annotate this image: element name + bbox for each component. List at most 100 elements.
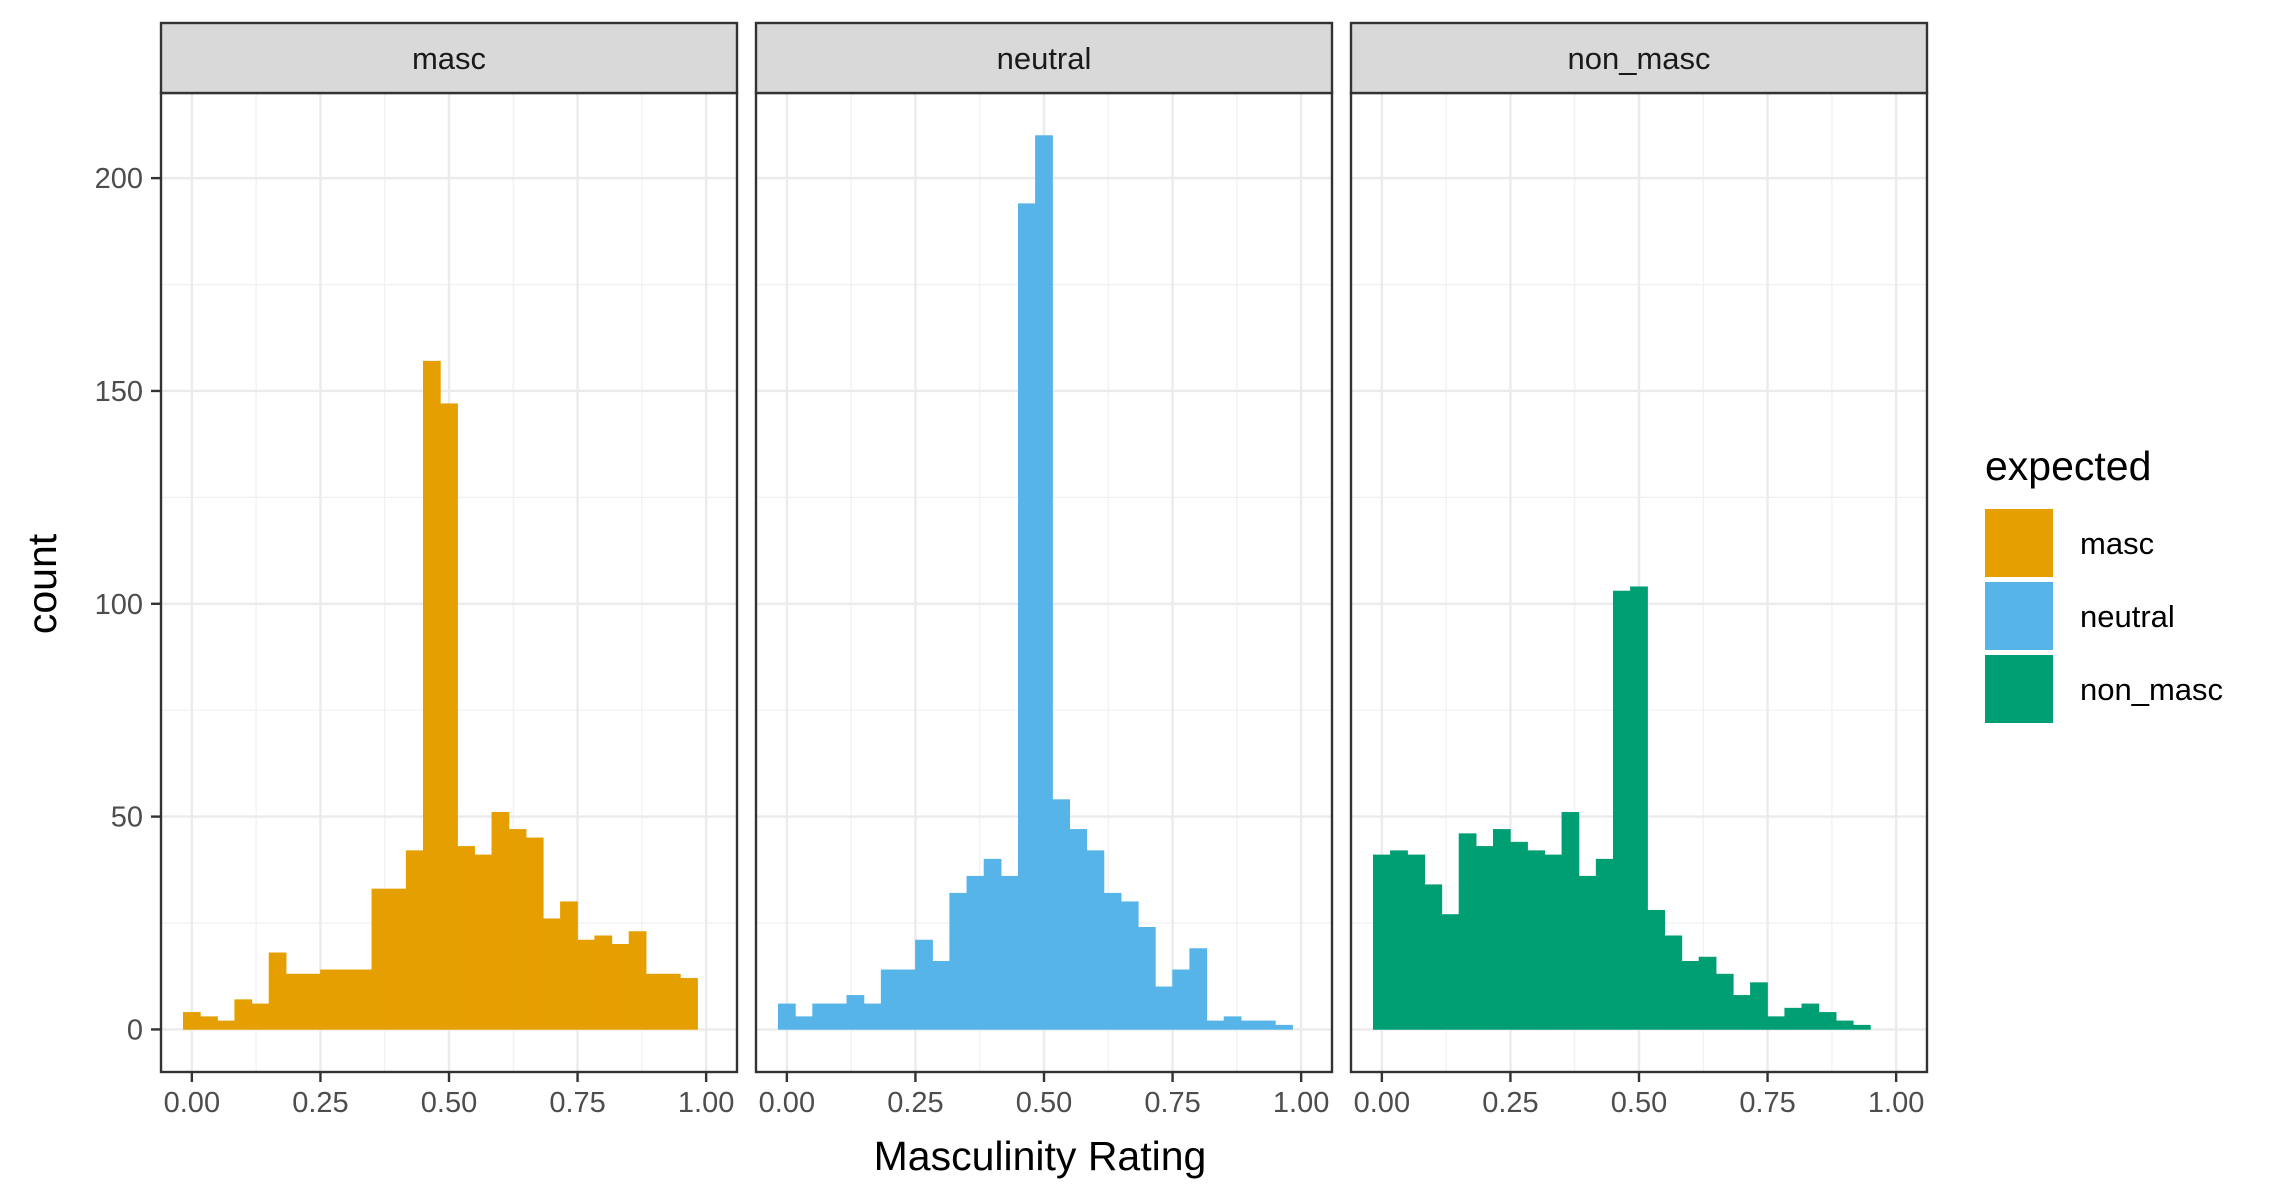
x-tick-label: 1.00	[1273, 1087, 1329, 1119]
facet-panel-masc: masc	[159, 21, 739, 1074]
x-axis-non_masc: 0.00 0.25 0.50 0.75 1.00	[1354, 1072, 1924, 1119]
legend: expected masc neutral non_masc	[1985, 443, 2223, 723]
histogram-bar	[542, 918, 561, 1030]
x-tick-label: 0.75	[549, 1087, 605, 1119]
x-tick-label: 0.50	[421, 1087, 477, 1119]
histogram-bar	[949, 892, 968, 1030]
histogram-bar	[1801, 1003, 1820, 1030]
histogram-bar	[1492, 829, 1511, 1030]
histogram-bar	[1372, 854, 1391, 1030]
histogram-bar	[577, 939, 596, 1030]
histogram-bar	[897, 969, 916, 1030]
histogram-bar	[983, 858, 1002, 1030]
histogram-bar	[1052, 799, 1070, 1030]
x-tick-label: 0.50	[1016, 1087, 1072, 1119]
histogram-bar	[611, 944, 630, 1030]
histogram-bar	[320, 969, 338, 1030]
histogram-bar	[966, 875, 985, 1030]
histogram-bar	[1613, 590, 1631, 1030]
histogram-bar	[1698, 956, 1717, 1030]
x-tick-label: 0.25	[887, 1087, 943, 1119]
histogram-bar	[354, 969, 373, 1030]
histogram-bar	[1561, 812, 1580, 1030]
histogram-bar	[1458, 833, 1477, 1030]
histogram-bar	[1750, 982, 1768, 1030]
histogram-bar	[1578, 875, 1597, 1030]
x-tick-label: 0.75	[1144, 1087, 1200, 1119]
histogram-bar	[1818, 1012, 1837, 1030]
x-axis-title: Masculinity Rating	[874, 1133, 1207, 1179]
x-tick-label: 0.25	[292, 1087, 348, 1119]
histogram-bar	[405, 850, 424, 1030]
x-tick-label: 0.00	[164, 1087, 220, 1119]
legend-key	[1985, 655, 2053, 723]
histogram-bar	[1852, 1024, 1871, 1030]
histogram-bar	[457, 846, 475, 1030]
y-axis-title: count	[19, 533, 65, 634]
histogram-bar	[1223, 1016, 1242, 1030]
histogram-bar	[1835, 1020, 1854, 1030]
histogram-bar	[795, 1016, 813, 1030]
histogram-bar	[440, 403, 458, 1030]
histogram-bar	[594, 935, 613, 1030]
histogram-bar	[1441, 914, 1460, 1030]
histogram-bar	[1189, 948, 1208, 1030]
histogram-bar	[1172, 969, 1191, 1030]
x-tick-label: 1.00	[678, 1087, 734, 1119]
histogram-bar	[863, 1003, 882, 1030]
histogram-bar	[1240, 1020, 1259, 1030]
histogram-bar	[1137, 926, 1156, 1030]
histogram-bar	[1069, 829, 1088, 1030]
histogram-bar	[1784, 1007, 1803, 1030]
facet-strip	[754, 21, 1334, 95]
histogram-bar	[285, 973, 304, 1030]
histogram-bar	[560, 901, 578, 1030]
facet-panel-non_masc: non_masc	[1349, 21, 1929, 1074]
facet-panels: masc neutral non_masc	[159, 21, 1929, 1074]
histogram-bar	[1155, 986, 1173, 1030]
x-tick-label: 0.50	[1611, 1087, 1667, 1119]
x-tick-label: 0.75	[1739, 1087, 1795, 1119]
legend-label: masc	[2080, 526, 2154, 561]
legend-label: neutral	[2080, 599, 2175, 634]
histogram-bar	[1664, 935, 1683, 1030]
histogram-bar	[1206, 1020, 1225, 1030]
histogram-bar	[777, 1003, 796, 1030]
histogram-bar	[388, 888, 407, 1030]
histogram-bar	[1732, 995, 1751, 1030]
facet-strip-label: masc	[412, 41, 486, 76]
histogram-bar	[1018, 203, 1036, 1030]
x-axis-masc: 0.00 0.25 0.50 0.75 1.00	[164, 1072, 734, 1119]
y-tick-label: 150	[95, 376, 143, 408]
facet-strip	[1349, 21, 1929, 95]
histogram-bar	[200, 1016, 218, 1030]
legend-label: non_masc	[2080, 672, 2223, 707]
histogram-bar	[371, 888, 390, 1030]
histogram-bar	[1630, 586, 1648, 1030]
legend-key	[1985, 509, 2053, 577]
histogram-bar	[1390, 850, 1408, 1030]
legend-title: expected	[1985, 443, 2151, 489]
histogram-bar	[932, 961, 951, 1030]
histogram-bar	[1527, 850, 1546, 1030]
histogram-bar	[182, 1012, 201, 1030]
histogram-bar	[268, 952, 287, 1030]
histogram-bar	[1715, 973, 1734, 1030]
histogram-bar	[234, 999, 253, 1030]
y-tick-label: 200	[95, 163, 143, 195]
facet-strip-label: non_masc	[1567, 41, 1710, 76]
histogram-bar	[508, 829, 527, 1030]
x-tick-label: 0.25	[1482, 1087, 1538, 1119]
histogram-bars-non_masc	[1372, 586, 1871, 1030]
histogram-bar	[1424, 884, 1443, 1030]
histogram-bar	[302, 973, 321, 1030]
x-axes: 0.00 0.25 0.50 0.75 1.00 0.00 0.25 0.50 0.75 1.00…	[164, 1072, 1924, 1119]
histogram-bar	[846, 995, 865, 1030]
y-tick-label: 50	[111, 802, 143, 834]
facet-strip	[159, 21, 739, 95]
histogram-bar	[525, 837, 544, 1030]
histogram-bar	[915, 939, 933, 1030]
x-tick-label: 0.00	[759, 1087, 815, 1119]
histogram-bar	[251, 1003, 270, 1030]
histogram-bar	[1595, 858, 1614, 1030]
